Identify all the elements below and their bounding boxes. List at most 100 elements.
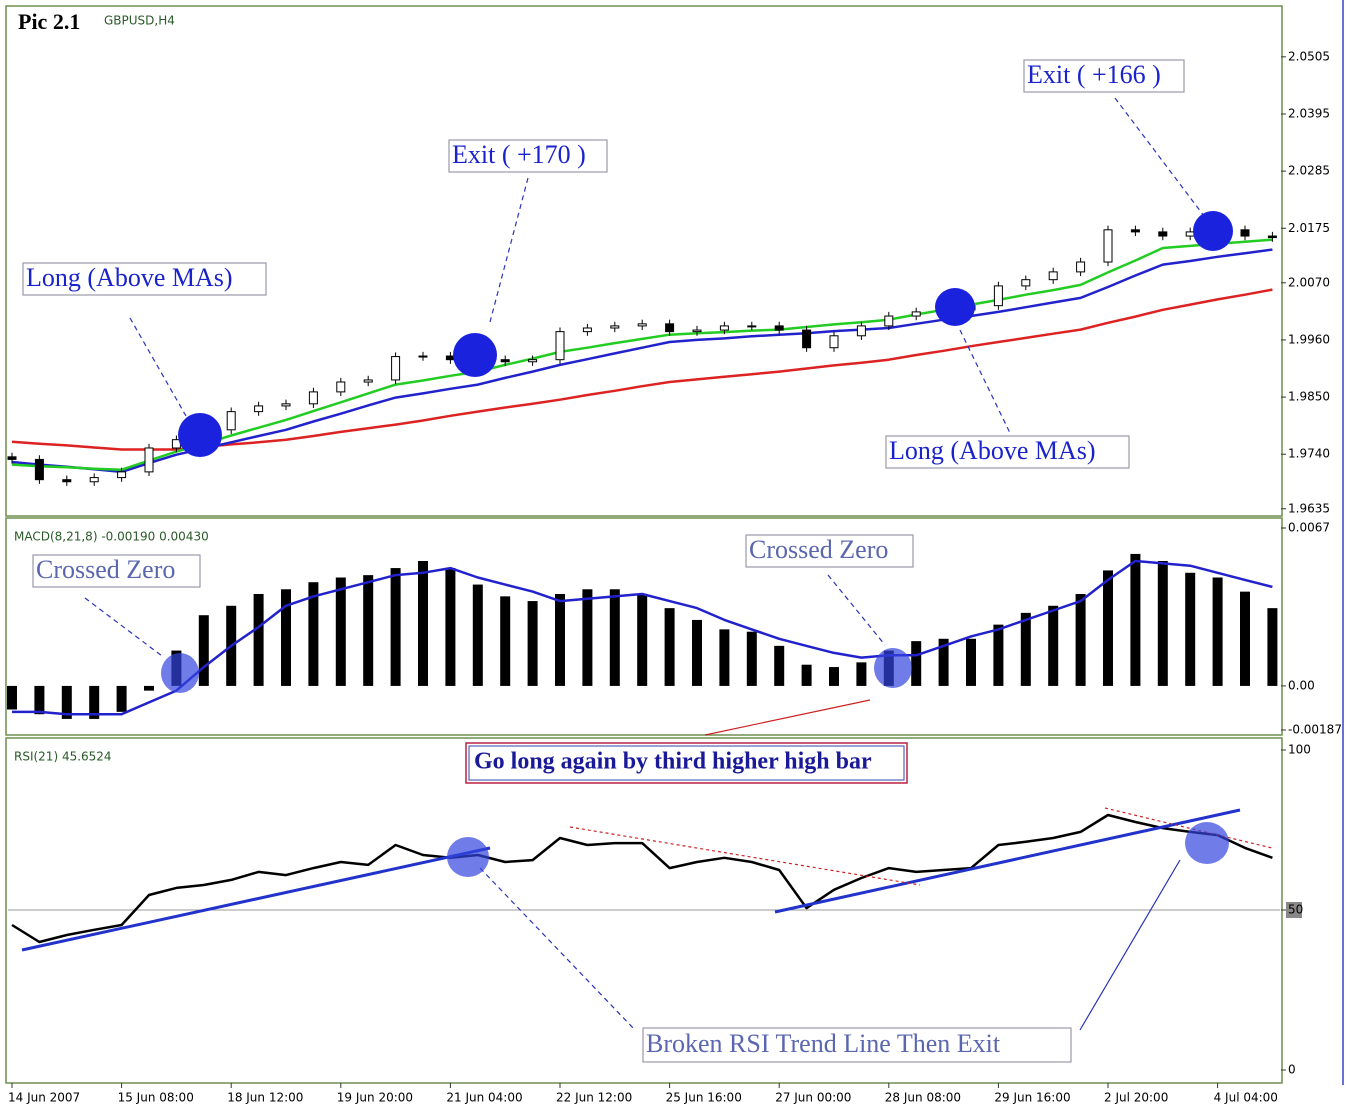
candle-body (308, 391, 318, 405)
y-tick-label: 0.00 (1288, 678, 1315, 692)
histogram-bar (527, 601, 538, 686)
histogram-bar (89, 685, 100, 719)
candle-body (884, 315, 894, 327)
resistance-line (1104, 807, 1273, 849)
candle-body (391, 356, 401, 381)
histogram-bar (418, 560, 428, 686)
histogram-bar (582, 589, 593, 686)
y-tick-label: 2.0395 (1288, 106, 1330, 120)
macd-panel (5, 517, 1283, 736)
candle-body (281, 403, 291, 407)
candle-body (254, 405, 264, 413)
candle-body (500, 359, 510, 363)
histogram-bar (774, 645, 785, 686)
candle-body (747, 325, 757, 328)
histogram-bar (555, 593, 565, 686)
y-tick-label: 1.9960 (1288, 332, 1330, 346)
histogram-bar (253, 593, 264, 686)
histogram-bar (1020, 612, 1031, 686)
candle-body (1267, 235, 1277, 239)
candle-body (719, 325, 729, 331)
x-tick-label: 29 Jun 16:00 (994, 1091, 1070, 1105)
y-tick-label: 2.0505 (1288, 49, 1330, 63)
y-tick-label: 50 (1288, 903, 1303, 917)
histogram-bar (61, 685, 72, 719)
candle-body (7, 456, 17, 460)
annotations: Pic 2.1 GBPUSD,H4 MACD(8,21,8) -0.00190 … (14, 9, 1273, 1063)
histogram-bar (1130, 553, 1141, 686)
x-tick-label: 21 Jun 04:00 (446, 1091, 522, 1105)
histogram-bar (281, 589, 291, 686)
candle-body (34, 458, 44, 481)
histogram-bar (911, 641, 922, 686)
level-label-box (1286, 902, 1302, 918)
annotation: Crossed Zero (749, 535, 888, 564)
signal-marker (1193, 211, 1233, 251)
x-tick-label: 25 Jun 16:00 (666, 1091, 742, 1105)
picture-label: Pic 2.1 (18, 9, 80, 34)
series-line (11, 238, 1273, 472)
candle-body (774, 325, 784, 331)
y-tick-label: 1.9740 (1288, 447, 1330, 461)
candle-body (144, 447, 154, 473)
histogram-bar (966, 638, 976, 686)
candle-body (1021, 279, 1031, 287)
leader (959, 329, 1011, 434)
histogram-bar (719, 629, 730, 686)
histogram-bar (692, 619, 702, 686)
histogram-bar (1075, 593, 1086, 686)
histogram-bar (1185, 572, 1196, 686)
signal-marker (161, 653, 199, 693)
histogram-bar (1240, 591, 1250, 686)
candle-body (856, 325, 866, 337)
histogram-bar (144, 685, 154, 691)
candle-body (1240, 229, 1250, 237)
x-tick-label: 4 Jul 04:00 (1214, 1091, 1278, 1105)
x-tick-label: 15 Jun 08:00 (118, 1091, 194, 1105)
leader (1079, 859, 1181, 1031)
histogram-bar (445, 568, 456, 686)
histogram-bar (856, 662, 867, 686)
annotation: Long (Above MAs) (26, 263, 233, 292)
y-tick-label: 100 (1288, 743, 1311, 757)
y-tick-label: 1.9635 (1288, 501, 1330, 515)
pointer (704, 699, 871, 736)
histogram-bar (829, 667, 839, 686)
annotation-box (642, 1027, 1072, 1063)
annotation: Exit ( +170 ) (452, 140, 586, 169)
series-line (11, 813, 1273, 944)
histogram-bar (500, 596, 511, 686)
annotation-box (448, 139, 608, 173)
x-tick-label: 28 Jun 08:00 (885, 1091, 961, 1105)
histogram-bar (938, 638, 949, 686)
y-tick-label: 1.9850 (1288, 390, 1330, 404)
histogram-bar (363, 575, 374, 686)
histogram-bar (609, 589, 620, 686)
annotation-box (885, 435, 1130, 469)
histogram-bar (1212, 577, 1223, 686)
y-tick-label: 0.0067 (1288, 521, 1330, 535)
plot: 2.0505 2.0395 2.0285 2.0175 2.0070 1.9960 1.98… (7, 49, 1342, 1105)
histogram-bar (390, 568, 401, 686)
histogram-bar (198, 615, 209, 686)
annotation-box (745, 534, 914, 568)
annotation: Go long again by third higher high bar (474, 749, 872, 775)
annotation: Exit ( +166 ) (1027, 60, 1161, 89)
histogram-bar (308, 582, 319, 686)
leader (479, 867, 636, 1031)
candle-body (1103, 229, 1113, 263)
annotation: Crossed Zero (36, 555, 175, 584)
candle-body (993, 285, 1003, 307)
annotation-box (1023, 59, 1185, 93)
candle-body (418, 355, 428, 358)
annotation: Broken RSI Trend Line Then Exit (646, 1029, 1001, 1058)
annotation-box (32, 554, 201, 588)
y-tick-label: 2.0285 (1288, 164, 1330, 178)
candle-body (829, 335, 839, 349)
y-tick-label: 2.0070 (1288, 275, 1330, 289)
signal-marker (178, 413, 222, 457)
candle-body (62, 479, 72, 483)
annotation: Long (Above MAs) (889, 436, 1096, 465)
y-tick-label: 2.0175 (1288, 221, 1330, 235)
